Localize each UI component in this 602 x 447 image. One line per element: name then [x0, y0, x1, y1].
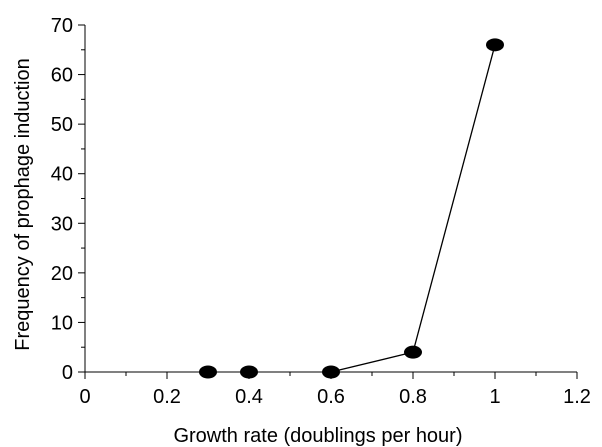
y-tick-label: 10 [51, 312, 73, 334]
y-tick-label: 20 [51, 263, 73, 285]
y-tick-label: 60 [51, 65, 73, 87]
x-tick-label: 0.6 [317, 386, 345, 408]
y-tick-label: 30 [51, 213, 73, 235]
series-line-segment [412, 44, 496, 353]
y-tick-label: 0 [62, 362, 73, 384]
x-tick-label: 0.8 [399, 386, 427, 408]
data-point [486, 38, 504, 52]
series-markers [199, 38, 504, 379]
y-axis-title: Frequency of prophage induction [12, 58, 34, 350]
data-point [404, 345, 422, 359]
series-lines [330, 44, 496, 373]
y-tick-label: 70 [51, 15, 73, 37]
x-tick-label: 0.2 [153, 386, 181, 408]
tick-labels: 0 0.2 0.4 0.6 0.8 1 1.2 0 10 20 30 40 50 60 70 [51, 15, 591, 408]
x-axis-title: Growth rate (doublings per hour) [173, 425, 462, 447]
axis-ticks [78, 24, 578, 379]
y-tick-label: 50 [51, 114, 73, 136]
series-line-segment [330, 351, 414, 373]
x-tick-label: 1 [489, 386, 500, 408]
x-tick-label: 0 [79, 386, 90, 408]
x-tick-label: 0.4 [235, 386, 263, 408]
x-tick-label: 1.2 [563, 386, 591, 408]
y-tick-label: 40 [51, 164, 73, 186]
